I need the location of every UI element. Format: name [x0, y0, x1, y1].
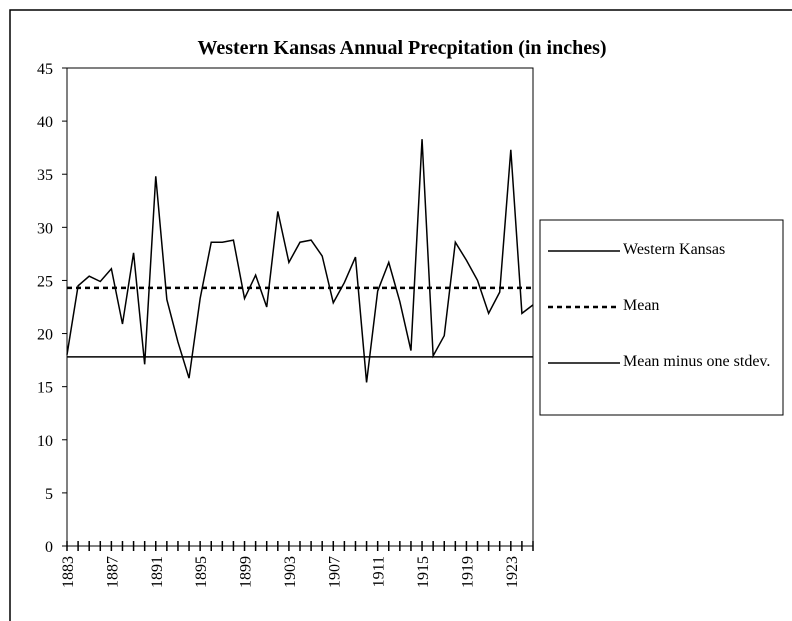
x-tick-label: 1891 [149, 556, 166, 588]
x-tick-label: 1907 [326, 556, 343, 588]
y-tick-label: 0 [45, 539, 53, 556]
x-tick-label: 1887 [104, 556, 121, 588]
y-tick-label: 35 [37, 167, 53, 184]
legend-item: Western Kansas [623, 241, 726, 258]
legend-label: Western Kansas [623, 241, 726, 258]
legend-item: Mean minus one stdev. [623, 353, 771, 370]
x-tick-label: 1923 [504, 556, 521, 588]
y-tick-label: 40 [37, 114, 53, 131]
x-tick-label: 1883 [60, 556, 77, 588]
y-tick-label: 20 [37, 327, 53, 344]
y-tick-label: 45 [37, 61, 53, 78]
y-tick-label: 30 [37, 220, 53, 237]
y-tick-label: 5 [45, 486, 53, 503]
x-tick-label: 1903 [282, 556, 299, 588]
x-tick-label: 1919 [459, 556, 476, 588]
legend-box [539, 219, 784, 416]
plot-frame [67, 67, 534, 546]
legend-label: Mean [623, 297, 660, 314]
y-tick-label: 15 [37, 380, 53, 397]
legend-label: Mean minus one stdev. [623, 353, 771, 370]
legend-item: Mean [623, 297, 660, 314]
chart-title: Western Kansas Annual Precpitation (in i… [197, 37, 606, 59]
x-tick-label: 1915 [415, 556, 432, 588]
data-line [66, 139, 534, 383]
y-tick-label: 25 [37, 273, 53, 290]
x-tick-label: 1899 [238, 556, 255, 588]
x-tick-label: 1911 [371, 556, 388, 587]
chart-border [9, 9, 792, 621]
y-tick-label: 10 [37, 433, 53, 450]
x-tick-label: 1895 [193, 556, 210, 588]
